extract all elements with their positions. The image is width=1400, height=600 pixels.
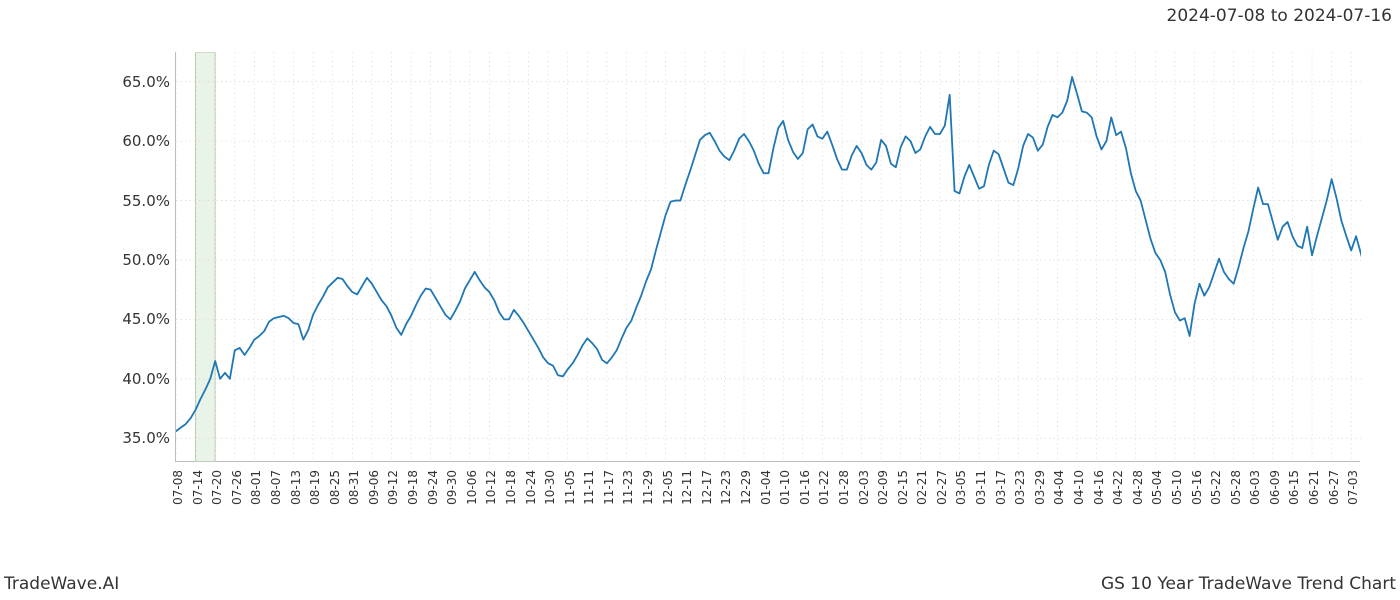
xtick-label: 06-15 (1283, 470, 1301, 505)
xtick-label: 11-11 (578, 470, 596, 505)
xtick-label: 08-31 (343, 470, 361, 505)
ytick-label: 50.0% (122, 251, 176, 269)
ytick-label: 65.0% (122, 73, 176, 91)
xtick-label: 07-08 (167, 470, 185, 505)
xtick-label: 03-29 (1029, 470, 1047, 505)
xtick-label: 05-10 (1166, 470, 1184, 505)
xtick-label: 08-13 (285, 470, 303, 505)
xtick-label: 09-12 (382, 470, 400, 505)
xtick-label: 12-17 (696, 470, 714, 505)
xtick-label: 03-23 (1009, 470, 1027, 505)
xtick-label: 07-20 (206, 470, 224, 505)
xtick-label: 10-18 (500, 470, 518, 505)
ytick-label: 40.0% (122, 370, 176, 388)
xtick-label: 01-22 (813, 470, 831, 505)
xtick-label: 10-30 (539, 470, 557, 505)
xtick-label: 04-16 (1088, 470, 1106, 505)
xtick-label: 12-29 (735, 470, 753, 505)
xtick-label: 04-22 (1107, 470, 1125, 505)
plot-area: 35.0%40.0%45.0%50.0%55.0%60.0%65.0%07-08… (175, 52, 1360, 462)
xtick-label: 10-12 (480, 470, 498, 505)
xtick-label: 09-06 (363, 470, 381, 505)
xtick-label: 01-10 (774, 470, 792, 505)
xtick-label: 04-10 (1068, 470, 1086, 505)
xtick-label: 03-11 (970, 470, 988, 505)
date-range-label: 2024-07-08 to 2024-07-16 (1167, 6, 1392, 26)
branding-label: TradeWave.AI (4, 574, 119, 594)
xtick-label: 08-07 (265, 470, 283, 505)
xtick-label: 03-05 (950, 470, 968, 505)
xtick-label: 11-05 (559, 470, 577, 505)
xtick-label: 10-06 (461, 470, 479, 505)
xtick-label: 08-25 (324, 470, 342, 505)
ytick-label: 55.0% (122, 192, 176, 210)
xtick-label: 09-24 (422, 470, 440, 505)
xtick-label: 02-09 (872, 470, 890, 505)
xtick-label: 08-01 (245, 470, 263, 505)
highlight-band (196, 52, 216, 462)
plot-svg (176, 52, 1361, 462)
xtick-label: 06-03 (1244, 470, 1262, 505)
xtick-label: 07-26 (226, 470, 244, 505)
xtick-label: 09-18 (402, 470, 420, 505)
xtick-label: 05-28 (1225, 470, 1243, 505)
xtick-label: 02-21 (911, 470, 929, 505)
xtick-label: 12-05 (657, 470, 675, 505)
ytick-label: 35.0% (122, 429, 176, 447)
xtick-label: 05-22 (1205, 470, 1223, 505)
xtick-label: 04-04 (1048, 470, 1066, 505)
xtick-label: 06-09 (1264, 470, 1282, 505)
xtick-label: 07-03 (1342, 470, 1360, 505)
ytick-label: 45.0% (122, 310, 176, 328)
xtick-label: 04-28 (1127, 470, 1145, 505)
xtick-label: 11-17 (598, 470, 616, 505)
xtick-label: 05-16 (1186, 470, 1204, 505)
xtick-label: 09-30 (441, 470, 459, 505)
ytick-label: 60.0% (122, 132, 176, 150)
xtick-label: 05-04 (1146, 470, 1164, 505)
xtick-label: 10-24 (520, 470, 538, 505)
xtick-label: 07-14 (187, 470, 205, 505)
figure: 2024-07-08 to 2024-07-16 35.0%40.0%45.0%… (0, 0, 1400, 600)
xtick-label: 11-23 (617, 470, 635, 505)
series-line (176, 77, 1361, 431)
xtick-label: 01-16 (794, 470, 812, 505)
chart-title: GS 10 Year TradeWave Trend Chart (1101, 574, 1396, 594)
xtick-label: 01-04 (755, 470, 773, 505)
xtick-label: 06-21 (1303, 470, 1321, 505)
xtick-label: 11-29 (637, 470, 655, 505)
xtick-label: 08-19 (304, 470, 322, 505)
xtick-label: 02-27 (931, 470, 949, 505)
xtick-label: 02-03 (853, 470, 871, 505)
xtick-label: 01-28 (833, 470, 851, 505)
xtick-label: 12-23 (715, 470, 733, 505)
xtick-label: 12-11 (676, 470, 694, 505)
xtick-label: 02-15 (892, 470, 910, 505)
xtick-label: 06-27 (1323, 470, 1341, 505)
xtick-label: 03-17 (990, 470, 1008, 505)
